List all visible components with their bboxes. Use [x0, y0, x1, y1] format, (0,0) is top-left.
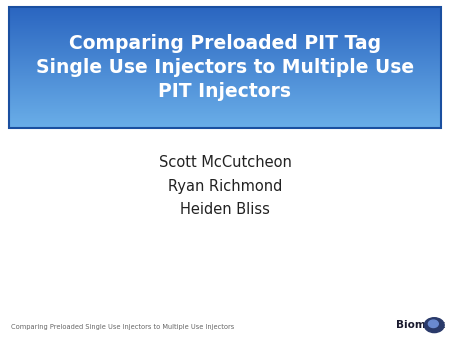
Text: Comparing Preloaded PIT Tag
Single Use Injectors to Multiple Use
PIT Injectors: Comparing Preloaded PIT Tag Single Use I… — [36, 34, 414, 101]
Circle shape — [428, 320, 438, 328]
Bar — [9, 7, 441, 128]
Text: Scott McCutcheon
Ryan Richmond
Heiden Bliss: Scott McCutcheon Ryan Richmond Heiden Bl… — [158, 155, 292, 217]
Text: Biomark: Biomark — [396, 319, 445, 330]
Text: Comparing Preloaded Single Use Injectors to Multiple Use Injectors: Comparing Preloaded Single Use Injectors… — [11, 323, 234, 330]
Circle shape — [424, 318, 444, 333]
